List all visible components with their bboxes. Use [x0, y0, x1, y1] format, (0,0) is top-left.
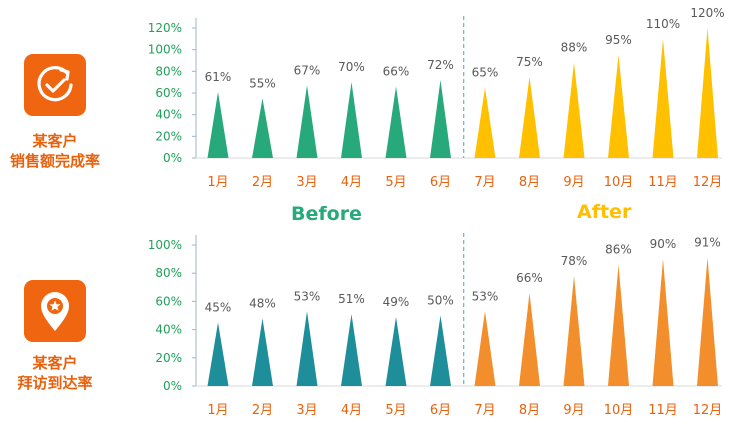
top-metric-line2: 销售额完成率 [9, 152, 100, 170]
visit-data-label: 45% [205, 301, 232, 315]
sales-data-label: 72% [427, 58, 454, 72]
sales-bar [430, 80, 451, 158]
sales-bar [563, 62, 585, 158]
visit-month-label: 8月 [519, 403, 540, 418]
visit-y-tick-label: 40% [155, 323, 182, 337]
sales-bar [519, 76, 540, 158]
visit-bar [207, 322, 229, 386]
sales-bar [608, 55, 629, 159]
visit-data-label: 66% [516, 271, 543, 285]
visit-bar [697, 257, 718, 386]
sales-bar [474, 87, 496, 158]
sales-month-label: 7月 [474, 175, 495, 190]
visit-data-label: 53% [294, 289, 321, 303]
top-metric-label: 某客户 销售额完成率 [0, 131, 115, 171]
visit-y-tick-label: 60% [155, 294, 182, 308]
visit-y-tick-label: 0% [163, 379, 182, 393]
visit-data-label: 86% [605, 243, 632, 257]
sales-month-label: 3月 [296, 175, 317, 190]
top-metric-line1: 某客户 [32, 132, 78, 150]
visit-month-label: 4月 [341, 403, 362, 418]
sales-data-label: 95% [605, 33, 632, 47]
sales-month-label: 6月 [430, 175, 451, 190]
visit-bar [296, 311, 318, 386]
visit-y-tick-label: 100% [148, 238, 182, 252]
visit-data-label: 53% [472, 289, 499, 303]
visit-data-label: 51% [338, 292, 365, 306]
sales-month-label: 1月 [207, 175, 228, 190]
visit-month-label: 11月 [648, 403, 678, 418]
visit-month-label: 3月 [296, 403, 317, 418]
visit-month-label: 5月 [385, 403, 406, 418]
sales-y-tick-label: 20% [155, 129, 182, 143]
sales-data-label: 110% [646, 17, 680, 31]
visit-data-label: 49% [383, 295, 410, 309]
visit-month-label: 6月 [430, 403, 451, 418]
visit-y-tick-label: 80% [155, 266, 182, 280]
visit-month-label: 7月 [474, 403, 495, 418]
visit-data-label: 90% [650, 237, 677, 251]
visit-bar [385, 316, 407, 386]
visit-arrival-chart: 0% 20% 40% 60% 80% 100% 45% 1月 48% 2月 53% 3月 51% 4月 49… [148, 233, 723, 418]
sales-month-label: 2月 [252, 175, 273, 190]
sales-month-label: 4月 [341, 175, 362, 190]
visit-y-tick-label: 20% [155, 351, 182, 365]
visit-data-label: 78% [561, 254, 588, 268]
location-star-icon [24, 280, 86, 342]
sales-completion-chart: 0% 20% 40% 60% 80% 100% 120% 61% 1月 55% 2月 67% 3月 70%… [148, 6, 725, 190]
sales-data-label: 66% [383, 65, 410, 79]
visit-bar [519, 292, 540, 386]
sales-data-label: 75% [516, 55, 543, 69]
visit-bar [474, 311, 496, 386]
visit-month-label: 10月 [604, 403, 634, 418]
sales-data-label: 65% [472, 66, 499, 80]
sales-y-tick-label: 60% [155, 86, 182, 100]
sales-bar [207, 91, 229, 158]
sales-data-label: 88% [561, 41, 588, 55]
sales-month-label: 12月 [693, 175, 723, 190]
sales-month-label: 5月 [385, 175, 406, 190]
visit-month-label: 1月 [207, 403, 228, 418]
sales-data-label: 61% [205, 70, 232, 84]
sales-bar [652, 38, 674, 159]
sales-data-label: 55% [249, 76, 276, 90]
visit-data-label: 91% [694, 236, 721, 250]
sales-bar [697, 28, 718, 158]
phase-before-label: Before [291, 203, 362, 225]
sales-bar [252, 98, 273, 158]
bottom-metric-line2: 拜访到达率 [17, 374, 93, 392]
visit-month-label: 9月 [563, 403, 584, 418]
sales-month-label: 9月 [563, 175, 584, 190]
visit-bar [430, 315, 451, 386]
visit-bar [563, 276, 585, 386]
sales-data-label: 67% [294, 63, 321, 77]
sales-bar [341, 82, 362, 158]
sales-y-tick-label: 80% [155, 64, 182, 78]
visit-bar [652, 259, 674, 386]
refresh-check-icon [24, 54, 86, 116]
visit-bar [608, 264, 629, 386]
sales-bar [296, 85, 318, 158]
sales-y-tick-label: 120% [148, 21, 182, 35]
visit-data-label: 48% [249, 296, 276, 310]
visit-month-label: 2月 [252, 403, 273, 418]
sales-data-label: 70% [338, 60, 365, 74]
bottom-metric-line1: 某客户 [32, 354, 78, 372]
visit-bar [341, 314, 362, 386]
bottom-metric-label: 某客户 拜访到达率 [0, 353, 115, 393]
visit-month-label: 12月 [693, 403, 723, 418]
sales-month-label: 11月 [648, 175, 678, 190]
sales-y-tick-label: 0% [163, 151, 182, 165]
phase-after-label: After [577, 201, 632, 223]
sales-month-label: 8月 [519, 175, 540, 190]
sales-bar [385, 86, 407, 158]
sales-y-tick-label: 100% [148, 43, 182, 57]
visit-bar [252, 318, 273, 386]
visit-data-label: 50% [427, 294, 454, 308]
sales-data-label: 120% [690, 6, 724, 20]
sales-month-label: 10月 [604, 175, 634, 190]
sales-y-tick-label: 40% [155, 108, 182, 122]
